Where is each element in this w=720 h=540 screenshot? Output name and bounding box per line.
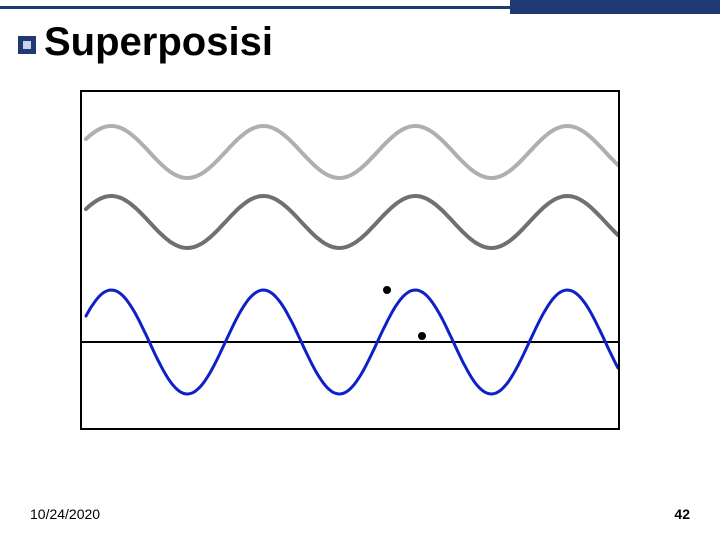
wave2-curve [86, 196, 618, 248]
marker-dot-1 [418, 332, 426, 340]
title-bullet [18, 36, 36, 54]
footer-page-number: 42 [674, 506, 690, 522]
slide-title: Superposisi [44, 20, 273, 65]
marker-dot-0 [383, 286, 391, 294]
slide: Superposisi 10/24/2020 42 [0, 0, 720, 540]
accent-block [510, 0, 720, 14]
wave1-curve [86, 126, 618, 178]
slide-top-accent [0, 0, 720, 14]
chart-svg [80, 90, 620, 430]
superposition-chart [80, 90, 620, 435]
footer-date: 10/24/2020 [30, 506, 100, 522]
bullet-inner-square [23, 41, 31, 49]
